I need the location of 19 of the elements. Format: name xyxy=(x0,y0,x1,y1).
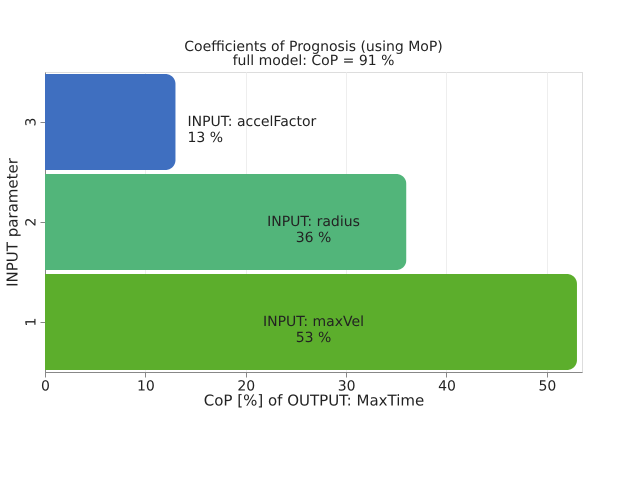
data-label: INPUT: maxVel 53 % xyxy=(263,314,364,346)
y-tick-label: 1 xyxy=(24,318,40,326)
y-axis-title: INPUT parameter xyxy=(4,157,22,287)
x-tick-label: 30 xyxy=(338,378,356,394)
x-axis-title: CoP [%] of OUTPUT: MaxTime xyxy=(204,392,424,410)
chart-subtitle: full model: CoP = 91 % xyxy=(232,53,394,69)
chart-title: Coefficients of Prognosis (using MoP) xyxy=(184,39,443,55)
data-label: INPUT: radius 36 % xyxy=(267,214,360,246)
bar xyxy=(45,74,176,170)
x-tick-label: 50 xyxy=(538,378,556,394)
x-tick-label: 20 xyxy=(237,378,256,394)
x-tick-label: 10 xyxy=(136,378,155,394)
bar xyxy=(45,174,406,270)
y-tick-label: 3 xyxy=(24,118,40,126)
data-label: INPUT: accelFactor 13 % xyxy=(187,114,317,146)
x-tick-label: 0 xyxy=(41,378,50,394)
bar xyxy=(45,274,577,370)
y-tick-label: 2 xyxy=(24,218,40,226)
x-tick-label: 40 xyxy=(438,378,456,394)
